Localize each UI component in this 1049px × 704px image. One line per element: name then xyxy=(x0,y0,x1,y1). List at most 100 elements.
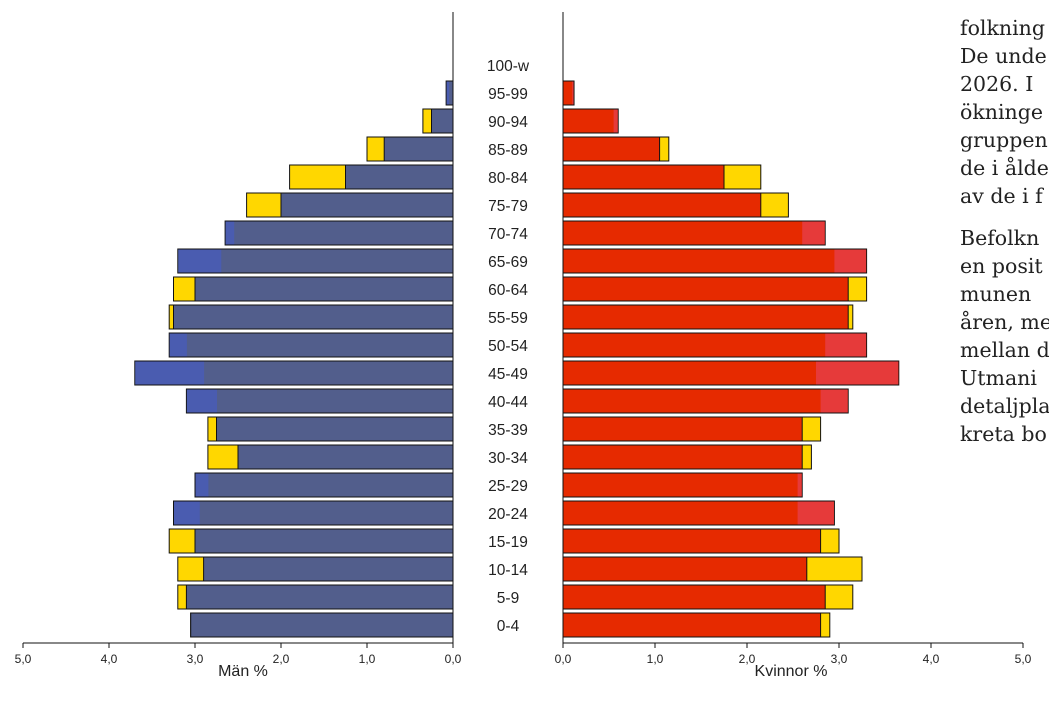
men-bar-excess xyxy=(195,473,209,497)
men-bar xyxy=(345,164,454,190)
side-text-line: de i ålde xyxy=(960,156,1049,180)
women-bar xyxy=(562,248,868,274)
side-text-line: folkning xyxy=(960,16,1045,40)
age-group-label: 65-69 xyxy=(488,254,528,271)
women-bar-excess xyxy=(797,473,802,497)
women-bar xyxy=(562,584,826,610)
age-group-label: 70-74 xyxy=(488,226,528,243)
side-paragraph-1: folkning De unde 2026. I ökninge gruppen… xyxy=(960,14,1049,210)
women-bar xyxy=(562,500,835,526)
women-bar xyxy=(562,528,822,554)
men-bar xyxy=(168,332,454,358)
men-tick-label: 5,0 xyxy=(15,652,32,666)
age-group-labels: 100-w 95-99 90-94 85-89 80-84 75-79 70-74 65-69… xyxy=(487,58,530,635)
side-text-line: Utmani xyxy=(960,366,1037,390)
women-bar xyxy=(562,416,803,442)
age-group-label: 55-59 xyxy=(488,310,528,327)
women-tick-label: 5,0 xyxy=(1015,652,1032,666)
men-tick-label: 4,0 xyxy=(101,652,118,666)
age-group-label: 80-84 xyxy=(488,170,528,187)
age-group-label: 0-4 xyxy=(497,618,520,635)
men-tick-label: 2,0 xyxy=(273,652,290,666)
women-bar xyxy=(562,164,725,190)
men-bar xyxy=(431,108,454,134)
men-bar-excess xyxy=(178,249,222,273)
men-bar-excess xyxy=(225,221,235,245)
side-text-line: detaljpla xyxy=(960,394,1049,418)
age-group-label: 10-14 xyxy=(488,562,528,579)
women-tick-label: 1,0 xyxy=(647,652,664,666)
men-bar xyxy=(185,388,454,414)
side-text-line: kreta bo xyxy=(960,422,1047,446)
men-bars xyxy=(134,80,454,638)
age-group-label: 100-w xyxy=(487,58,530,75)
women-tick-label: 2,0 xyxy=(739,652,756,666)
age-group-label: 75-79 xyxy=(488,198,528,215)
age-group-label: 60-64 xyxy=(488,282,528,299)
age-group-label: 20-24 xyxy=(488,506,528,523)
women-bar-excess xyxy=(825,333,867,357)
side-text-line: av de i f xyxy=(960,184,1043,208)
men-bar-excess xyxy=(186,389,217,413)
men-bar xyxy=(237,444,454,470)
age-group-label: 90-94 xyxy=(488,114,528,131)
men-bar-excess xyxy=(169,333,187,357)
women-bar xyxy=(562,388,849,414)
side-text-line: munen xyxy=(960,282,1032,306)
side-text-line: 2026. I xyxy=(960,72,1034,96)
men-bar xyxy=(224,220,454,246)
women-tick-label: 4,0 xyxy=(923,652,940,666)
side-text-line: ökninge xyxy=(960,100,1043,124)
women-tick-label: 3,0 xyxy=(831,652,848,666)
women-bar-excess xyxy=(802,221,825,245)
men-bar xyxy=(216,416,454,442)
side-paragraph-2: Befolkn en posit munen åren, me mellan d… xyxy=(960,224,1049,448)
women-bar-excess xyxy=(820,389,848,413)
women-bar xyxy=(562,220,826,246)
men-axis-title: Män % xyxy=(218,663,268,680)
women-bar-excess xyxy=(572,81,574,105)
men-bar xyxy=(445,80,454,106)
women-bar xyxy=(562,472,803,498)
women-bar xyxy=(562,612,822,638)
women-bar xyxy=(562,444,803,470)
women-bar xyxy=(562,80,575,106)
age-group-label: 25-29 xyxy=(488,478,528,495)
women-tick-label: 0,0 xyxy=(555,652,572,666)
men-bar xyxy=(194,276,454,302)
side-text-block: folkning De unde 2026. I ökninge gruppen… xyxy=(960,14,1049,462)
women-bar-excess xyxy=(613,109,618,133)
men-bar xyxy=(190,612,454,638)
women-bar xyxy=(562,304,849,330)
side-text-line: De unde xyxy=(960,44,1047,68)
age-group-label: 95-99 xyxy=(488,86,528,103)
men-bar xyxy=(185,584,454,610)
women-bar xyxy=(562,108,619,134)
age-group-label: 85-89 xyxy=(488,142,528,159)
women-bars xyxy=(562,80,900,638)
age-group-label: 45-49 xyxy=(488,366,528,383)
women-bar xyxy=(562,192,762,218)
men-tick-label: 1,0 xyxy=(359,652,376,666)
side-text-line: åren, me xyxy=(960,310,1049,334)
women-bar xyxy=(562,556,808,582)
men-bar xyxy=(194,528,454,554)
women-bar-excess xyxy=(797,501,834,525)
side-text-line: mellan d xyxy=(960,338,1049,362)
men-bar xyxy=(173,500,454,526)
age-group-label: 30-34 xyxy=(488,450,528,467)
age-group-label: 5-9 xyxy=(497,590,519,607)
women-bar-excess xyxy=(834,249,867,273)
women-bar xyxy=(562,332,868,358)
men-bar xyxy=(173,304,454,330)
men-tick-label: 0,0 xyxy=(445,652,462,666)
men-bar xyxy=(177,248,454,274)
women-bar xyxy=(562,276,849,302)
women-bar xyxy=(562,136,661,162)
side-text-line: en posit xyxy=(960,254,1043,278)
men-bar-excess xyxy=(446,81,450,105)
men-tick-label: 3,0 xyxy=(187,652,204,666)
age-group-label: 15-19 xyxy=(488,534,528,551)
age-group-label: 35-39 xyxy=(488,422,528,439)
women-axis-title: Kvinnor % xyxy=(755,663,828,680)
